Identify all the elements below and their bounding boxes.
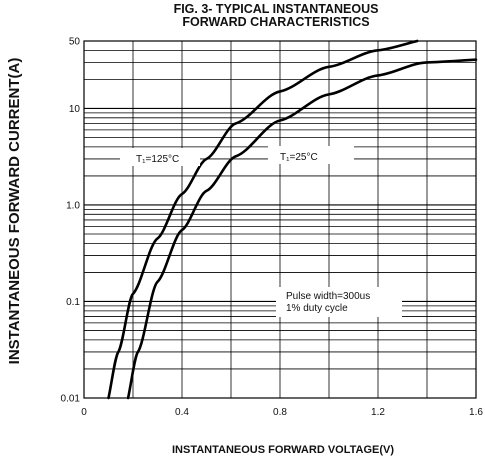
- x-tick-label: 0.8: [273, 407, 287, 418]
- x-tick-label: 1.2: [371, 407, 385, 418]
- grid: [84, 40, 476, 399]
- x-tick-label: 1.6: [469, 407, 483, 418]
- curve-tj-125: [107, 39, 419, 400]
- label-bg-25: [268, 146, 354, 164]
- y-tick-label: 10: [69, 104, 81, 115]
- annotation-duty-cycle: 1% duty cycle: [286, 303, 348, 314]
- y-tick-label: 0.01: [61, 394, 81, 405]
- curve-tj-25: [126, 58, 478, 400]
- plot-area-border: [83, 40, 477, 399]
- axis-ticks: 0 0.4 0.8 1.2 1.6 0.01 0.1 1.0 10 50: [61, 37, 484, 419]
- annotation-tj-125: T₁=125°C: [136, 154, 179, 165]
- curves: [107, 39, 478, 400]
- x-tick-label: 0: [81, 407, 87, 418]
- chart-title-line1: FIG. 3- TYPICAL INSTANTANEOUS: [174, 2, 379, 16]
- annotation-tj-25: T₁=25°C: [280, 152, 318, 163]
- y-axis-label: INSTANTANEOUS FORWARD CURRENT(A): [6, 58, 23, 365]
- chart-title-line2: FORWARD CHARACTERISTICS: [182, 15, 369, 29]
- label-bg-pulse: [276, 287, 402, 317]
- annotation-pulse-width: Pulse width=300us: [286, 291, 370, 302]
- y-tick-label: 50: [69, 37, 81, 48]
- x-tick-label: 0.4: [175, 407, 189, 418]
- y-tick-label: 1.0: [66, 200, 80, 211]
- x-axis-label: INSTANTANEOUS FORWARD VOLTAGE(V): [172, 444, 394, 456]
- y-tick-label: 0.1: [66, 297, 80, 308]
- label-bg-125: [120, 148, 200, 166]
